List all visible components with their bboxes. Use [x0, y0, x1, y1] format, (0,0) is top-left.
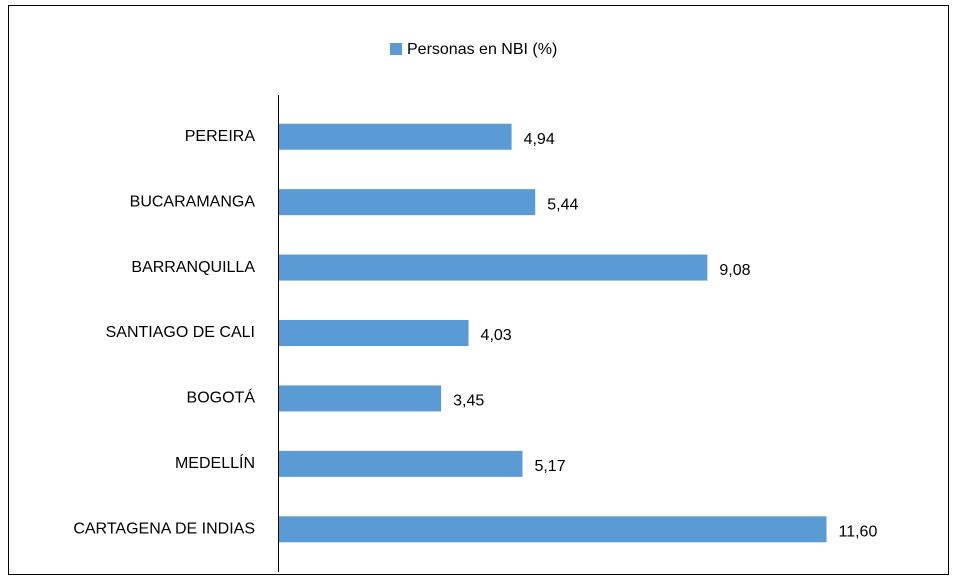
legend-label: Personas en NBI (%) [407, 41, 557, 58]
bar [278, 385, 442, 412]
value-label: 4,03 [481, 327, 512, 344]
value-label: 9,08 [719, 262, 750, 279]
value-label: 4,94 [524, 131, 555, 148]
y-tick-label: BUCARAMANGA [130, 193, 256, 210]
bar [278, 516, 827, 543]
bar [278, 450, 523, 477]
y-tick-label: PEREIRA [185, 128, 256, 145]
y-tick-label: SANTIAGO DE CALI [106, 324, 255, 341]
bar [278, 123, 512, 150]
chart-frame [8, 5, 949, 575]
value-label: 5,17 [534, 458, 565, 475]
legend-swatch [390, 43, 402, 55]
y-tick-label: BOGOTÁ [187, 388, 256, 407]
y-tick-label: CARTAGENA DE INDIAS [73, 521, 255, 538]
y-tick-label: BARRANQUILLA [131, 259, 255, 276]
bar [278, 320, 469, 346]
bar [278, 254, 708, 281]
value-label: 3,45 [453, 393, 484, 410]
value-label: 5,44 [547, 196, 578, 213]
bar [278, 189, 536, 216]
y-tick-label: MEDELLÍN [175, 453, 255, 472]
value-label: 11,60 [839, 524, 878, 541]
